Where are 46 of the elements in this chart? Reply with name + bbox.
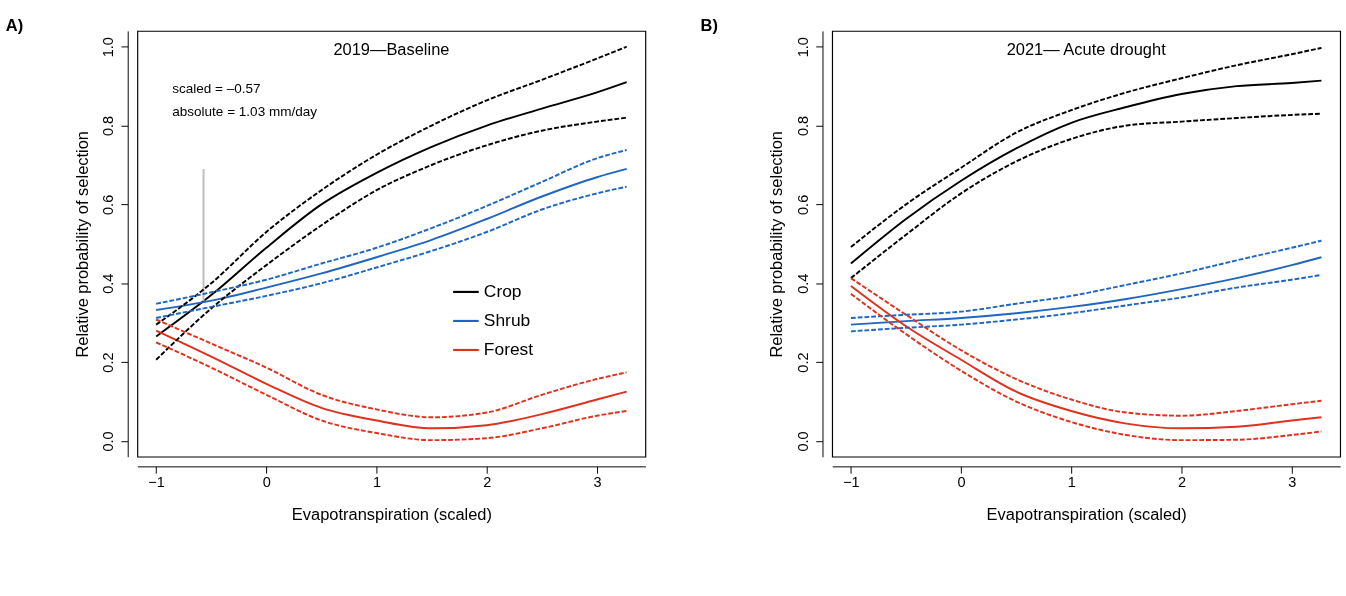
annotation: 2021— Acute drought [1006, 40, 1167, 59]
legend-label: Forest [483, 338, 534, 359]
y-tick-label: 0.4 [794, 273, 811, 294]
y-tick-label: 0.2 [99, 352, 116, 373]
line-series [849, 79, 1323, 265]
x-tick-label: 3 [593, 474, 602, 491]
x-tick-label: 1 [1067, 474, 1076, 491]
x-tick-label: 1 [372, 474, 382, 491]
line-series [849, 239, 1323, 319]
y-tick-label: 0.0 [99, 431, 116, 452]
y-tick-label: 0.2 [794, 352, 811, 373]
line-series [155, 341, 628, 442]
y-axis-title: Relative probability of selection [767, 131, 786, 358]
x-tick-label: 0 [957, 474, 966, 491]
chart-title: A) [5, 15, 24, 34]
x-tick-label: −1 [148, 474, 165, 491]
y-tick-label: 0.4 [99, 273, 116, 294]
annotation: 2019—Baseline [333, 40, 450, 59]
y-tick-label: 0.6 [794, 194, 811, 215]
y-tick-label: 1.0 [794, 37, 811, 58]
x-tick-label: 3 [1288, 474, 1297, 491]
line-series [155, 149, 628, 305]
y-tick-label: 0.0 [794, 431, 811, 452]
legend-label: Shrub [483, 309, 531, 330]
y-tick-label: 0.8 [794, 115, 811, 137]
x-axis-title: Evapotranspiration (scaled) [291, 505, 492, 524]
line-series [155, 81, 628, 338]
line-series [155, 329, 628, 430]
line-series [155, 45, 628, 326]
y-tick-label: 0.6 [99, 194, 116, 215]
x-tick-label: 2 [483, 474, 492, 491]
x-tick-label: 0 [262, 474, 271, 491]
line-series [849, 112, 1323, 280]
line-series [155, 167, 628, 312]
x-tick-label: −1 [843, 474, 860, 491]
y-tick-label: 0.8 [99, 115, 116, 137]
annotation: scaled = –0.57 [172, 80, 261, 96]
chart-title: B) [700, 15, 718, 34]
line-series [849, 256, 1323, 326]
annotation: absolute = 1.03 mm/day [172, 104, 318, 120]
y-axis-title: Relative probability of selection [72, 131, 91, 358]
legend-label: Crop [483, 280, 522, 301]
x-axis-title: Evapotranspiration (scaled) [986, 505, 1187, 524]
x-tick-label: 2 [1177, 474, 1187, 491]
line-series [849, 274, 1323, 333]
y-tick-label: 1.0 [99, 37, 116, 58]
